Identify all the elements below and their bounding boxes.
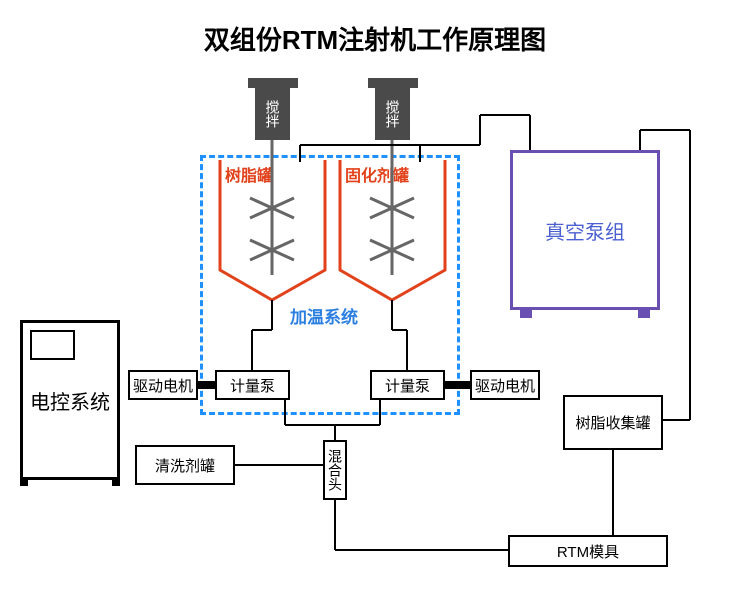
stirrer-right: [368, 78, 418, 88]
stirrer-right-label: 搅拌: [383, 100, 403, 128]
cleaning-tank-box: 清洗剂罐: [135, 445, 235, 485]
diagram-title: 双组份RTM注射机工作原理图: [0, 20, 750, 57]
metering-pump-left: 计量泵: [215, 370, 290, 400]
mixing-head-box: 混合头: [323, 440, 347, 500]
drive-motor-right: 驱动电机: [470, 370, 540, 400]
mixing-head-label: 混合头: [325, 449, 345, 491]
metering-pump-left-label: 计量泵: [230, 375, 275, 396]
stirrer-left: [248, 78, 298, 88]
stirrer-left-label: 搅拌: [263, 100, 283, 128]
vacuum-foot-right: [638, 310, 650, 318]
stirrer-left-body: 搅拌: [255, 88, 290, 140]
control-foot-right: [112, 480, 120, 486]
resin-tank-label: 树脂罐: [225, 162, 273, 186]
cleaning-tank-label: 清洗剂罐: [155, 455, 215, 476]
resin-collector-box: 树脂收集罐: [563, 395, 663, 450]
rtm-mold-box: RTM模具: [508, 535, 668, 567]
vacuum-foot-left: [520, 310, 532, 318]
control-system-panel: [30, 330, 75, 360]
hardener-tank-label: 固化剂罐: [345, 162, 409, 186]
vacuum-pump-label: 真空泵组: [545, 216, 625, 245]
metering-pump-right-label: 计量泵: [385, 375, 430, 396]
metering-pump-right: 计量泵: [370, 370, 445, 400]
drive-motor-left-label: 驱动电机: [133, 375, 193, 396]
heating-system-label: 加温系统: [290, 303, 358, 328]
drive-motor-left: 驱动电机: [128, 370, 198, 400]
resin-collector-label: 树脂收集罐: [575, 412, 650, 433]
control-foot-left: [20, 480, 28, 486]
vacuum-pump-box: 真空泵组: [510, 150, 660, 310]
stirrer-right-body: 搅拌: [375, 88, 410, 140]
control-system-label: 电控系统: [30, 386, 110, 415]
drive-motor-right-label: 驱动电机: [475, 375, 535, 396]
rtm-mold-label: RTM模具: [557, 541, 619, 562]
